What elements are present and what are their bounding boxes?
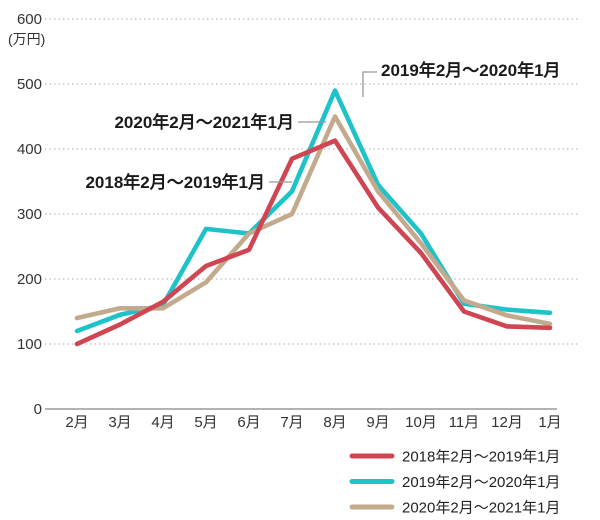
- annotation-label-1: 2020年2月〜2021年1月: [114, 112, 294, 132]
- x-tick-label-12: 1月: [538, 414, 561, 431]
- x-tick-label-7: 8月: [323, 414, 346, 431]
- annotation-label-2: 2018年2月〜2019年1月: [85, 172, 265, 192]
- series-line-2018: [74, 138, 553, 347]
- legend-label-2019: 2019年2月〜2020年1月: [402, 474, 560, 491]
- y-tick-label-400: 400: [17, 141, 42, 158]
- y-tick-label-0: 0: [34, 401, 42, 418]
- annotation-leader-0: [362, 71, 377, 97]
- x-tick-label-2: 3月: [108, 414, 131, 431]
- y-tick-label-200: 200: [17, 271, 42, 288]
- x-tick-label-10: 11月: [449, 414, 480, 431]
- y-tick-label-500: 500: [17, 76, 42, 93]
- x-tick-label-9: 10月: [405, 414, 437, 431]
- x-tick-label-8: 9月: [366, 414, 389, 431]
- series-line-2020: [74, 114, 553, 327]
- legend-label-2018: 2018年2月〜2019年1月: [402, 449, 560, 466]
- x-tick-label-1: 2月: [65, 414, 88, 431]
- y-tick-label-600: 600: [17, 11, 42, 28]
- legend-label-2020: 2020年2月〜2021年1月: [402, 500, 560, 517]
- x-tick-label-11: 12月: [491, 414, 523, 431]
- y-axis-unit-label: (万円): [8, 31, 45, 47]
- x-tick-label-6: 7月: [280, 414, 303, 431]
- x-tick-label-3: 4月: [151, 414, 174, 431]
- y-tick-label-100: 100: [17, 336, 42, 353]
- annotation-label-0: 2019年2月〜2020年1月: [381, 60, 561, 80]
- x-tick-label-5: 6月: [237, 414, 260, 431]
- x-tick-label-4: 5月: [194, 414, 217, 431]
- y-tick-label-300: 300: [17, 206, 42, 223]
